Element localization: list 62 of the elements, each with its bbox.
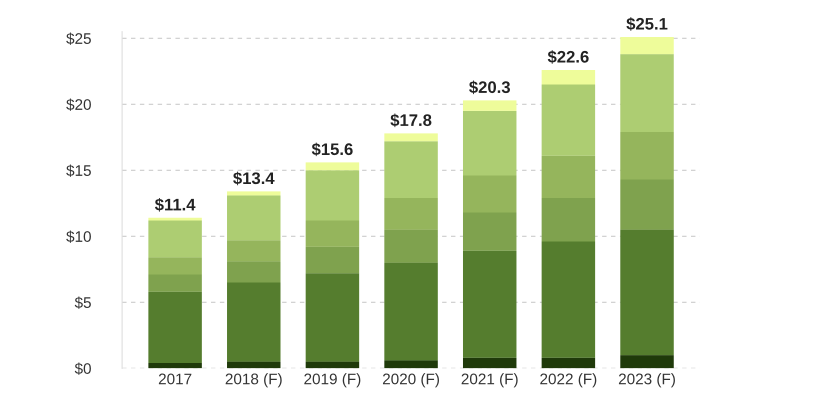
x-tick-label: 2018 (F): [226, 373, 282, 388]
bar: [542, 242, 596, 358]
bar: [148, 257, 202, 275]
x-tick-label: 2022 (F): [540, 373, 596, 388]
bar: [384, 133, 438, 142]
bar: [384, 141, 438, 198]
bar: [620, 54, 674, 132]
total-label: $11.4: [154, 198, 196, 212]
x-tick-label: 2021 (F): [462, 373, 518, 388]
bar: [384, 198, 438, 230]
x-tick-label: 2019 (F): [304, 373, 360, 388]
total-label: $20.3: [469, 80, 510, 94]
x-tick-label: 2023 (F): [618, 373, 675, 388]
bar: [227, 282, 281, 362]
bar: [227, 240, 281, 262]
bar: [620, 132, 674, 180]
y-tick-label: $25: [66, 32, 91, 45]
bar: [227, 191, 281, 196]
bar: [542, 70, 596, 84]
bar: [620, 36, 674, 54]
total-label: $17.8: [390, 114, 432, 128]
x-tick-label: 2017: [158, 374, 192, 384]
bar: [227, 261, 281, 282]
x-tick-label: 2020 (F): [382, 373, 439, 388]
y-tick-label: $0: [74, 362, 91, 375]
bar: [306, 273, 360, 362]
bar: [542, 156, 596, 198]
bar: [306, 170, 360, 220]
bar: [148, 292, 202, 363]
bar: [148, 218, 202, 220]
bar: [306, 162, 360, 170]
bar: [620, 230, 674, 356]
bar: [227, 195, 281, 240]
bar: [620, 180, 674, 230]
bar: [384, 230, 438, 263]
bar: [542, 84, 596, 156]
bar: [148, 274, 202, 292]
bar: [306, 246, 360, 274]
y-tick-label: $10: [66, 230, 91, 243]
total-label: $13.4: [233, 172, 275, 186]
bar: [542, 358, 596, 368]
bar: [462, 250, 516, 358]
total-label: $25.1: [626, 17, 668, 31]
bar: [462, 176, 516, 213]
bar: [462, 100, 516, 111]
y-tick-label: $5: [74, 296, 91, 309]
bar: [306, 362, 360, 368]
bar: [620, 355, 674, 368]
bar: [148, 220, 202, 258]
y-tick-label: $15: [66, 164, 91, 177]
bar: [384, 360, 438, 368]
bar: [462, 358, 516, 368]
bar: [306, 220, 360, 247]
bar: [227, 362, 281, 368]
y-tick-label: $20: [66, 98, 91, 111]
bar: [462, 110, 516, 176]
bar: [462, 212, 516, 251]
bar: [148, 363, 202, 368]
bar: [542, 198, 596, 242]
bar: [384, 262, 438, 360]
total-label: $15.6: [312, 142, 353, 156]
total-label: $22.6: [548, 50, 589, 64]
